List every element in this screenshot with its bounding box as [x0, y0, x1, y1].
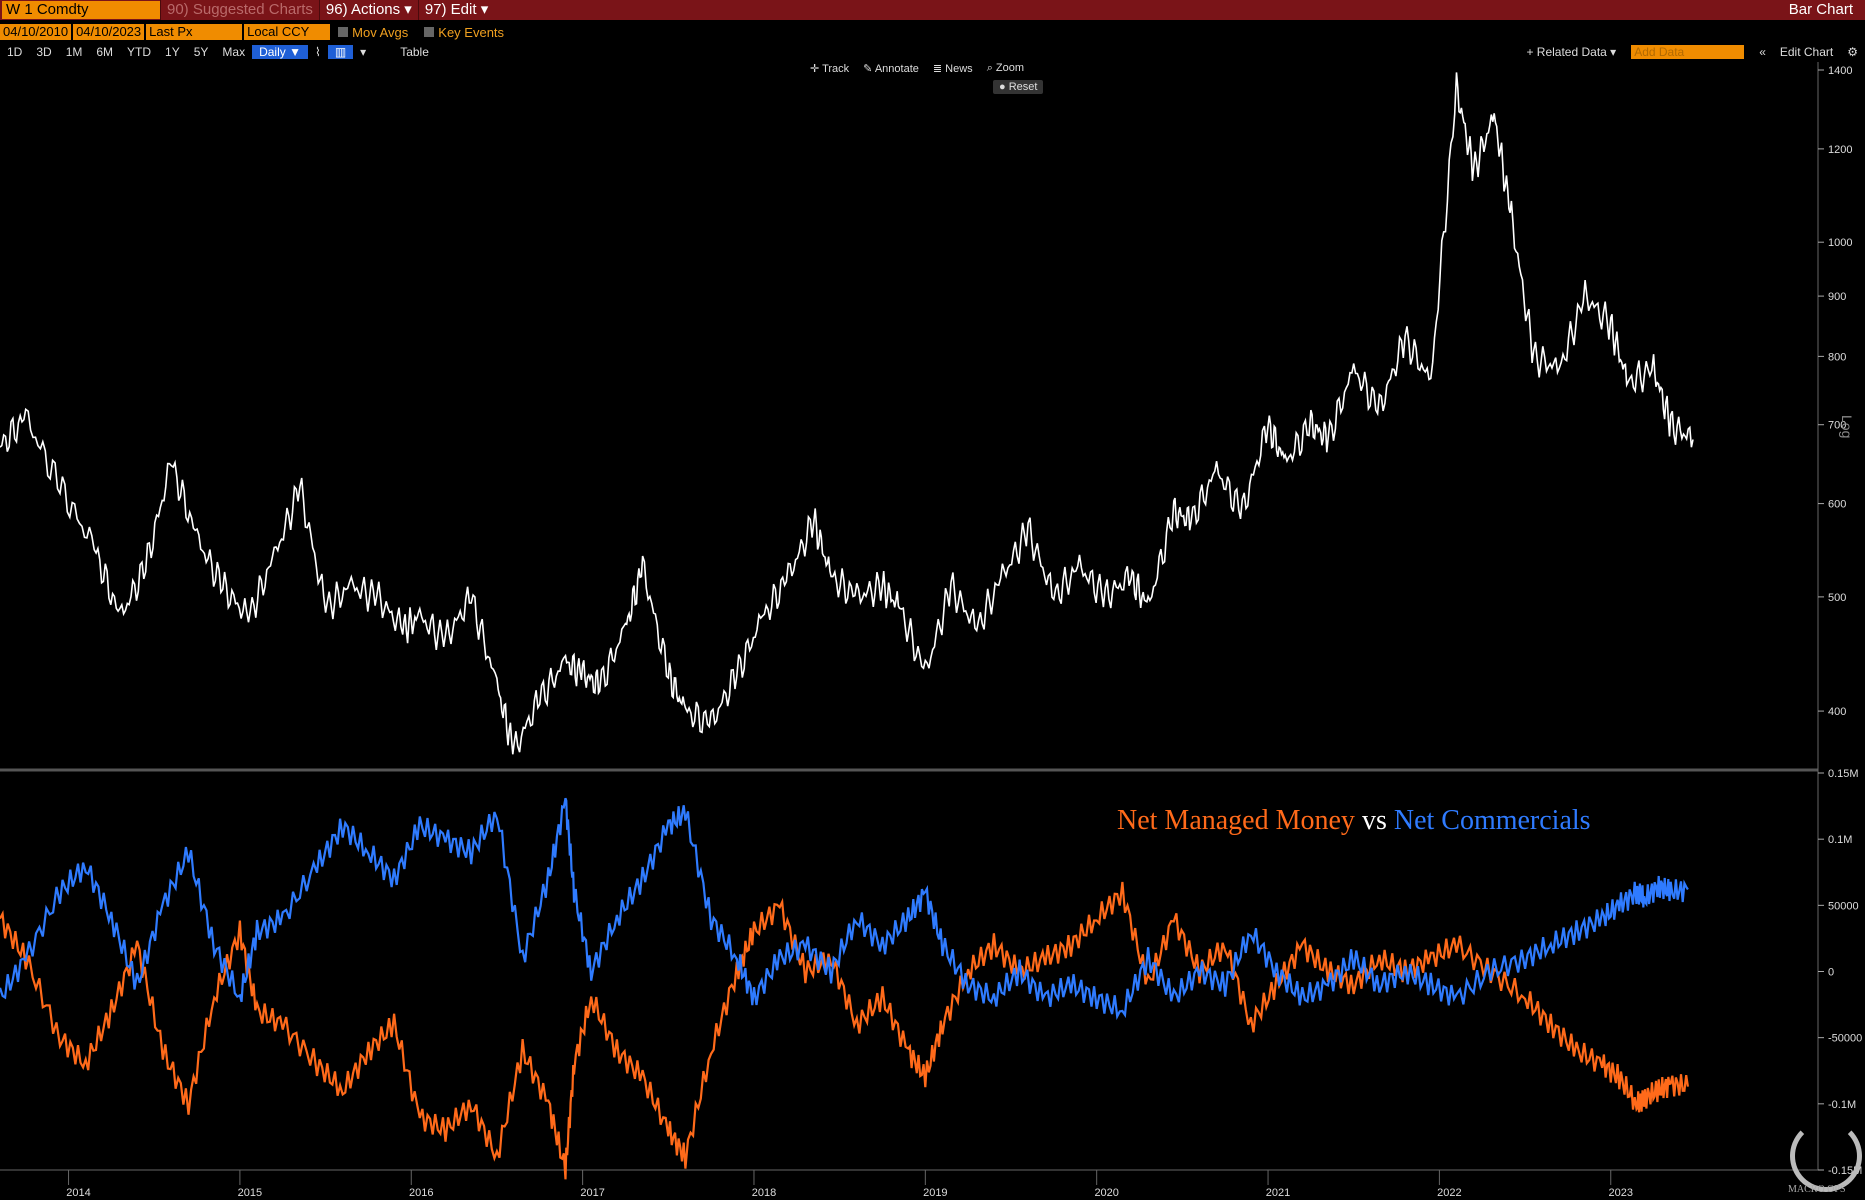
bar-chart-icon[interactable]: ▥ [327, 44, 354, 59]
price-y-tick-label: 600 [1828, 499, 1846, 511]
title-bar: W 1 Comdty 90) Suggested Charts 96) Acti… [0, 0, 1865, 20]
x-tick-label: 2017 [580, 1187, 604, 1199]
news-tool[interactable]: ≣ News [932, 63, 973, 75]
managed-money-line [0, 881, 1689, 1180]
position-y-tick-label: -0.1M [1828, 1099, 1856, 1111]
logo-text: MACRO OPS [1788, 1184, 1846, 1195]
commercials-line [0, 797, 1689, 1021]
line-chart-icon[interactable]: ⌇ [314, 44, 321, 59]
price-series-line [0, 72, 1694, 755]
mov-avgs-checkbox[interactable] [338, 27, 349, 37]
period-select[interactable]: Daily ▼ [252, 44, 308, 59]
x-tick-label: 2021 [1266, 1187, 1290, 1199]
chart-annotation: Net Managed Money vs Net Commercials [1117, 805, 1591, 837]
key-events-label: Key Events [438, 24, 505, 40]
row3-right: + Related Data ▾ Add Data « Edit Chart ⚙ [1519, 43, 1865, 60]
chart-tools: ✛ Track ✎ Annotate ≣ News ⌕ Zoom [810, 62, 1024, 75]
x-tick-label: 2023 [1609, 1187, 1633, 1199]
range-ytd[interactable]: YTD [127, 44, 152, 59]
price-y-tick-label: 400 [1828, 706, 1846, 718]
x-tick-label: 2022 [1437, 1187, 1461, 1199]
range-3d[interactable]: 3D [36, 44, 52, 59]
position-y-tick-label: 0.1M [1828, 834, 1852, 846]
price-y-tick-label: 800 [1828, 351, 1846, 363]
add-data-input[interactable]: Add Data [1631, 44, 1745, 59]
collapse-icon[interactable]: « [1759, 44, 1766, 59]
annotation-managed: Net Managed Money [1117, 805, 1355, 836]
currency-select[interactable]: Local CCY [244, 24, 331, 40]
key-events-checkbox[interactable] [424, 27, 435, 37]
related-data-button[interactable]: + Related Data ▾ [1526, 44, 1617, 59]
range-1m[interactable]: 1M [65, 44, 83, 59]
range-1y[interactable]: 1Y [165, 44, 180, 59]
field-select[interactable]: Last Px [146, 24, 243, 40]
edit-chart-button[interactable]: Edit Chart [1779, 44, 1834, 59]
track-tool[interactable]: ✛ Track [810, 63, 850, 75]
gear-icon[interactable]: ⚙ [1847, 44, 1858, 59]
range-5y[interactable]: 5Y [193, 44, 209, 59]
position-y-tick-label: 50000 [1828, 900, 1859, 912]
chart-type-title: Bar Chart [1788, 1, 1853, 18]
range-row: 1D 3D 1M 6M YTD 1Y 5Y Max Daily ▼ ⌇ ▥ ▾ … [0, 43, 1865, 60]
actions-menu[interactable]: 96) Actions ▾ [318, 0, 418, 20]
chart-type-dropdown-icon[interactable]: ▾ [360, 44, 367, 59]
table-button[interactable]: Table [400, 44, 429, 59]
x-tick-label: 2014 [66, 1187, 90, 1199]
range-1d[interactable]: 1D [7, 44, 23, 59]
price-y-tick-label: 900 [1828, 291, 1846, 303]
zoom-tool[interactable]: ⌕ Zoom [986, 62, 1025, 74]
log-scale-label: Log [1839, 415, 1855, 438]
position-y-tick-label: 0.15M [1828, 768, 1859, 780]
reset-button[interactable]: ● Reset [993, 80, 1044, 94]
price-y-tick-label: 500 [1828, 592, 1846, 604]
x-tick-label: 2019 [923, 1187, 947, 1199]
range-max[interactable]: Max [222, 44, 246, 59]
price-y-tick-label: 1200 [1828, 144, 1852, 156]
annotation-vs: vs [1361, 805, 1387, 836]
annotation-commercials: Net Commercials [1393, 805, 1591, 836]
annotate-tool[interactable]: ✎ Annotate [863, 63, 919, 75]
price-y-tick-label: 700 [1828, 420, 1846, 432]
range-6m[interactable]: 6M [96, 44, 114, 59]
position-y-tick-label: 0 [1828, 967, 1834, 979]
price-y-tick-label: 1000 [1828, 237, 1852, 249]
suggested-charts-button[interactable]: 90) Suggested Charts [160, 0, 319, 20]
edit-menu[interactable]: 97) Edit ▾ [417, 0, 494, 20]
ticker-field[interactable]: W 1 Comdty [2, 1, 160, 19]
position-y-tick-label: -50000 [1828, 1033, 1862, 1045]
x-tick-label: 2018 [752, 1187, 776, 1199]
mov-avgs-label: Mov Avgs [352, 24, 409, 40]
x-tick-label: 2015 [238, 1187, 262, 1199]
macro-ops-logo-icon [1790, 1120, 1862, 1192]
price-y-tick-label: 1400 [1828, 65, 1852, 77]
end-date-field[interactable]: 04/10/2023 [73, 24, 145, 40]
controls-row: 04/10/2010 04/10/2023 Last Px Local CCY … [0, 22, 1865, 42]
x-tick-label: 2016 [409, 1187, 433, 1199]
x-tick-label: 2020 [1094, 1187, 1118, 1199]
start-date-field[interactable]: 04/10/2010 [0, 24, 72, 40]
